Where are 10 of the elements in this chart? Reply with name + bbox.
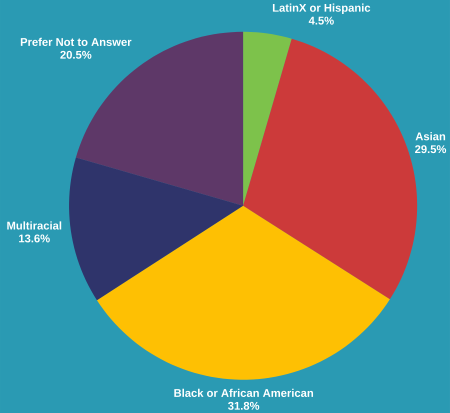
data-label: 31.8% <box>228 402 260 410</box>
slice-label: Black or African American <box>174 388 314 397</box>
slice-label: Prefer Not to Answer <box>20 38 132 46</box>
data-label: 13.6% <box>19 234 50 242</box>
data-label: 4.5% <box>308 16 334 24</box>
slice-label: Multiracial <box>7 221 62 230</box>
data-label: 29.5% <box>415 145 446 153</box>
slice-label: LatinX or Hispanic <box>272 3 370 14</box>
slice-label: Asian <box>416 132 446 140</box>
data-label: 20.5% <box>60 50 92 59</box>
